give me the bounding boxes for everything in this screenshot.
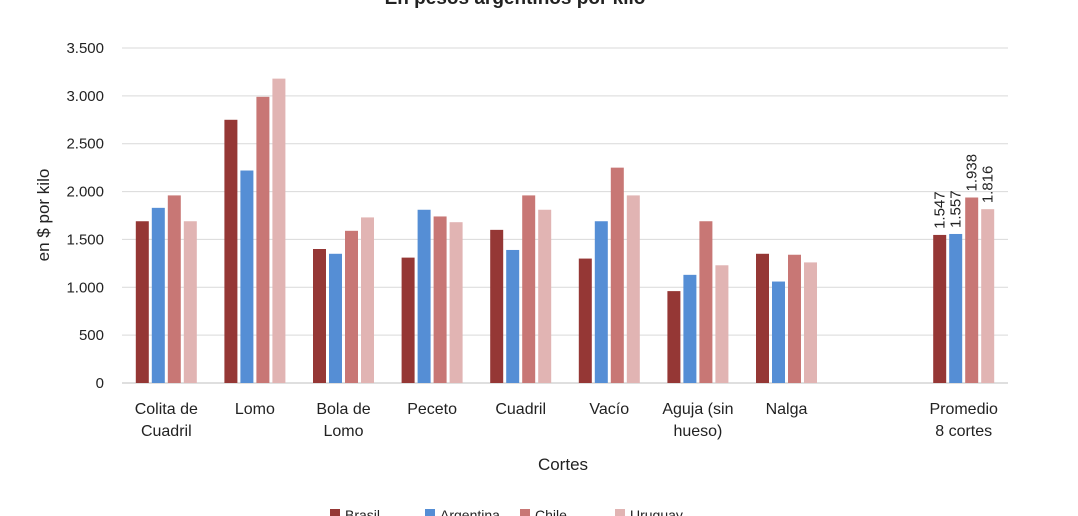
x-tick-label: hueso) bbox=[673, 423, 722, 440]
data-label: 1.557 bbox=[948, 190, 965, 228]
x-tick-label: Colita de bbox=[135, 401, 198, 418]
y-axis-ticks: 0 500 1.000 1.500 2.000 2.500 3.000 3.500 bbox=[66, 40, 104, 392]
data-label: 1.816 bbox=[980, 166, 997, 204]
bar bbox=[522, 195, 536, 383]
y-tick-label: 2.500 bbox=[66, 136, 104, 153]
bars bbox=[135, 78, 995, 384]
x-tick-label: Promedio bbox=[929, 401, 998, 418]
bar bbox=[715, 265, 729, 383]
bar bbox=[417, 209, 431, 383]
x-tick-label: Aguja (sin bbox=[662, 401, 733, 418]
bar bbox=[151, 207, 165, 383]
data-label: 1.547 bbox=[932, 191, 949, 229]
y-tick-label: 0 bbox=[96, 375, 104, 392]
legend-swatch bbox=[425, 509, 435, 516]
bar bbox=[933, 234, 947, 383]
legend-swatch bbox=[615, 509, 625, 516]
x-tick-label: Lomo bbox=[235, 401, 275, 418]
bar bbox=[578, 258, 592, 383]
bar bbox=[610, 167, 624, 383]
bar bbox=[135, 221, 149, 383]
bar bbox=[167, 195, 181, 383]
bar bbox=[788, 254, 801, 383]
bar bbox=[224, 119, 238, 384]
bar bbox=[965, 197, 979, 383]
y-tick-label: 3.000 bbox=[66, 88, 104, 105]
y-tick-label: 1.000 bbox=[66, 279, 104, 296]
bar bbox=[538, 209, 552, 383]
bar bbox=[256, 96, 270, 384]
bar bbox=[329, 253, 342, 383]
bar bbox=[449, 222, 463, 383]
legend-label: Brasil bbox=[345, 507, 380, 516]
bar bbox=[506, 249, 520, 383]
bar bbox=[272, 78, 286, 383]
x-tick-label: Lomo bbox=[323, 423, 363, 440]
bar bbox=[183, 221, 197, 383]
bar bbox=[490, 229, 504, 383]
bar bbox=[594, 221, 608, 383]
x-axis-title: Cortes bbox=[538, 455, 588, 474]
x-tick-label: Cuadril bbox=[141, 423, 192, 440]
x-tick-label: Nalga bbox=[766, 401, 808, 418]
bar bbox=[433, 216, 447, 383]
gridlines bbox=[122, 47, 1008, 384]
bar bbox=[804, 262, 817, 383]
bar bbox=[667, 291, 681, 383]
bar bbox=[361, 217, 374, 383]
legend-label: Chile bbox=[535, 507, 567, 516]
bar bbox=[626, 195, 640, 383]
y-tick-label: 500 bbox=[79, 327, 104, 344]
bar bbox=[240, 170, 254, 383]
legend: Brasil Argentina Chile Uruguay bbox=[330, 507, 683, 516]
legend-label: Uruguay bbox=[630, 507, 683, 516]
x-tick-label: Peceto bbox=[407, 401, 457, 418]
bar bbox=[756, 253, 769, 383]
bar bbox=[981, 209, 995, 383]
x-tick-label: Cuadril bbox=[495, 401, 546, 418]
x-tick-label: Bola de bbox=[316, 401, 370, 418]
legend-swatch bbox=[330, 509, 340, 516]
bar bbox=[772, 281, 785, 383]
y-axis-title: en $ por kilo bbox=[34, 169, 53, 262]
x-axis-ticks: Colita de Cuadril Lomo Bola de Lomo Peceto Cua… bbox=[135, 401, 998, 440]
x-tick-label: 8 cortes bbox=[935, 423, 992, 440]
data-label: 1.938 bbox=[964, 154, 981, 192]
x-tick-label: Vacío bbox=[589, 401, 629, 418]
bar bbox=[683, 274, 697, 383]
bar bbox=[401, 257, 415, 383]
y-tick-label: 2.000 bbox=[66, 184, 104, 201]
bar bbox=[949, 233, 963, 383]
y-tick-label: 1.500 bbox=[66, 231, 104, 248]
bar bbox=[345, 230, 358, 383]
legend-swatch bbox=[520, 509, 530, 516]
legend-label: Argentina bbox=[440, 507, 500, 516]
bar bbox=[699, 221, 713, 383]
bar bbox=[313, 249, 326, 383]
y-tick-label: 3.500 bbox=[66, 40, 104, 57]
chart-title: En pesos argentinos por kilo bbox=[385, 0, 646, 9]
